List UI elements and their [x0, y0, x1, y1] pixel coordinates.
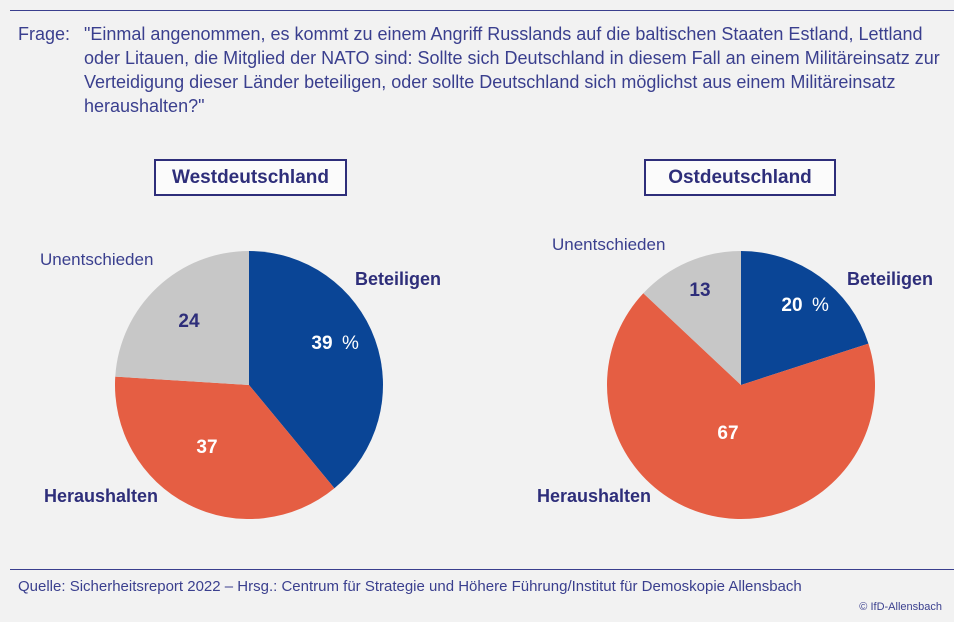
value-label-east-heraushalten: 67 — [717, 423, 738, 444]
chart-title-east: Ostdeutschland — [644, 159, 836, 196]
pie-slice-east-beteiligen — [741, 251, 869, 385]
copyright-note: © IfD-Allensbach — [859, 601, 942, 613]
value-label-east-unentschieden: 13 — [689, 280, 710, 301]
pie-slice-east-unentschieden — [643, 251, 741, 385]
pie-slice-west-unentschieden — [115, 251, 249, 385]
unit-label-west: % — [342, 333, 359, 354]
pie-slice-east-heraushalten — [606, 293, 875, 520]
pie-slice-west-beteiligen — [249, 251, 383, 489]
category-label-west-heraushalten: Heraushalten — [44, 486, 158, 506]
pie-slice-west-heraushalten — [114, 376, 335, 520]
category-label-west-unentschieden: Unentschieden — [40, 250, 153, 269]
category-label-west-beteiligen: Beteiligen — [355, 269, 441, 289]
chart-title-west: Westdeutschland — [154, 159, 347, 196]
value-label-west-unentschieden: 24 — [178, 311, 200, 332]
value-label-west-heraushalten: 37 — [196, 437, 217, 458]
top-divider — [10, 10, 954, 11]
value-label-west-beteiligen: 39 — [311, 333, 332, 354]
category-label-east-unentschieden: Unentschieden — [552, 235, 665, 254]
category-label-east-heraushalten: Heraushalten — [537, 486, 651, 506]
bottom-divider — [10, 569, 954, 570]
category-label-east-beteiligen: Beteiligen — [847, 269, 933, 289]
question-text: "Einmal angenommen, es kommt zu einem An… — [84, 24, 940, 116]
value-label-east-beteiligen: 20 — [781, 295, 802, 316]
source-note: Quelle: Sicherheitsreport 2022 – Hrsg.: … — [18, 578, 802, 595]
survey-question: Frage: "Einmal angenommen, es kommt zu e… — [18, 22, 948, 118]
question-label: Frage: — [18, 24, 71, 44]
unit-label-east: % — [812, 295, 829, 316]
